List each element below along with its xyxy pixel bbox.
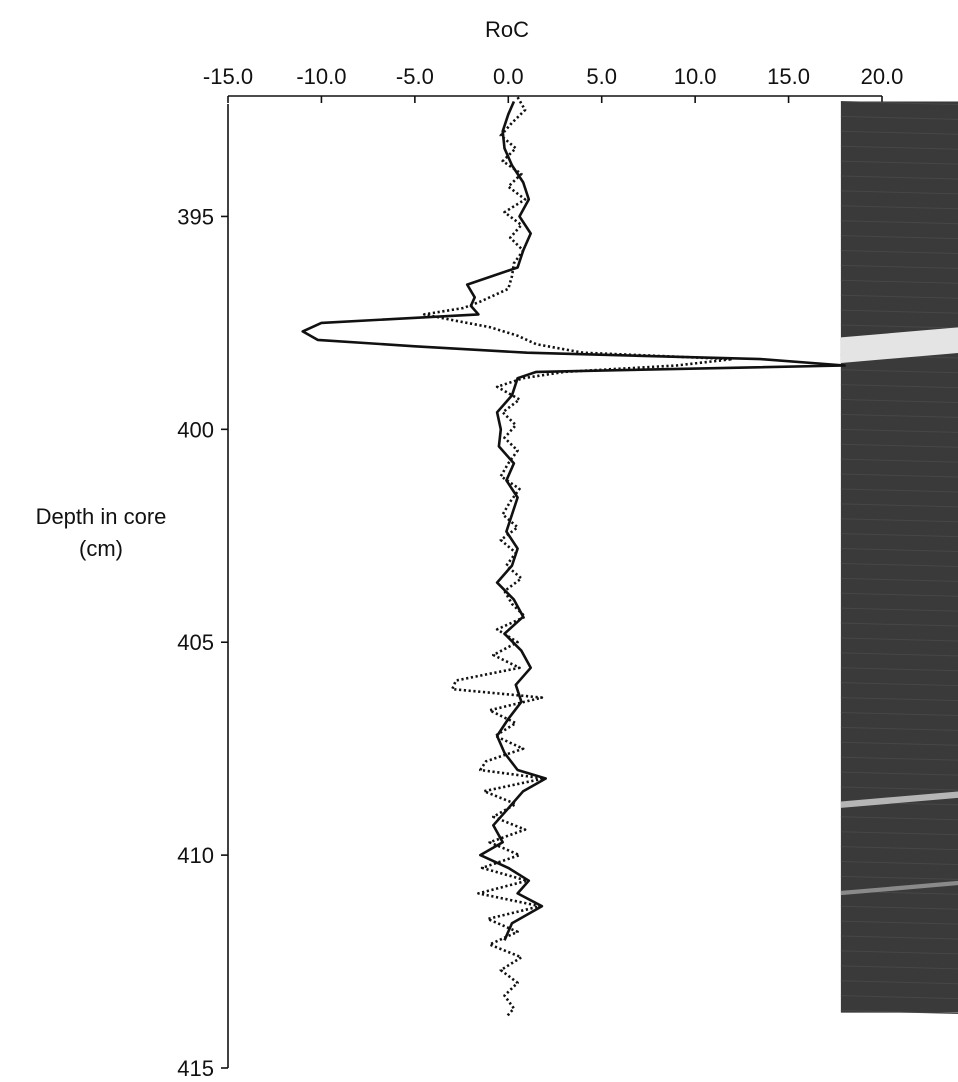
y-axis-ticks: 395 400 405 410 415 [177, 204, 228, 1081]
core-tephra-band [840, 791, 958, 808]
x-tick-label: 10.0 [674, 64, 717, 89]
core-lamina [840, 965, 958, 970]
core-lamina [840, 205, 958, 210]
y-tick-label: 395 [177, 204, 214, 229]
core-lamina [840, 726, 958, 731]
core-lamina [840, 846, 958, 851]
core-lamina [840, 548, 958, 553]
core-lamina [840, 756, 958, 761]
y-tick-label: 400 [177, 417, 214, 442]
core-lamina [840, 250, 958, 255]
core-lamina [840, 771, 958, 776]
core-lamina [840, 458, 958, 463]
core-lamina [840, 473, 958, 478]
core-lamina [840, 995, 958, 1000]
x-tick-label: -10.0 [296, 64, 346, 89]
core-lamina [840, 533, 958, 538]
core-lamina [840, 384, 958, 389]
x-axis-title: RoC [485, 17, 529, 42]
core-lamina [840, 711, 958, 716]
core-lamina [840, 592, 958, 597]
core-lamina [840, 741, 958, 746]
x-tick-label: -5.0 [396, 64, 434, 89]
x-axis-ticks: -15.0 -10.0 -5.0 0.0 5.0 10.0 15.0 20.0 [203, 64, 903, 103]
core-lamina [840, 518, 958, 523]
series-layer [301, 96, 846, 1018]
core-lamina [840, 577, 958, 582]
y-tick-label: 410 [177, 843, 214, 868]
core-lamina [840, 428, 958, 433]
core-image [840, 100, 958, 1015]
core-lamina [840, 279, 958, 284]
core-lamina [840, 130, 958, 135]
core-lamina [840, 160, 958, 165]
core-lamina [840, 443, 958, 448]
core-lamina [840, 175, 958, 180]
core-lamina [840, 637, 958, 642]
x-tick-label: 5.0 [586, 64, 617, 89]
core-lamina [840, 503, 958, 508]
core-lamina [840, 145, 958, 150]
y-tick-label: 415 [177, 1056, 214, 1081]
core-lamina [840, 1010, 958, 1015]
core-lamina [840, 905, 958, 910]
core-lamina [840, 875, 958, 880]
core-lamina [840, 860, 958, 865]
core-lamina [840, 369, 958, 374]
core-lamina [840, 220, 958, 225]
core-lamina [840, 324, 958, 329]
core-lamina [840, 562, 958, 567]
y-tick-label: 405 [177, 630, 214, 655]
core-lamina [840, 488, 958, 493]
core-lamina [840, 920, 958, 925]
core-lamina [840, 100, 958, 105]
core-lamina [840, 667, 958, 672]
core-lamina [840, 980, 958, 985]
core-lamina [840, 309, 958, 314]
core-lamina [840, 399, 958, 404]
series-solid-line [301, 100, 846, 941]
y-axis-title-line1: Depth in core [36, 504, 167, 529]
series-dotted-line [422, 96, 734, 1018]
core-lamina [840, 816, 958, 821]
core-lamina [840, 950, 958, 955]
x-tick-label: -15.0 [203, 64, 253, 89]
core-lamina [840, 264, 958, 269]
core-lamina [840, 935, 958, 940]
core-lamina [840, 831, 958, 836]
core-lamina [840, 413, 958, 418]
core-lamina [840, 682, 958, 687]
core-lamina [840, 622, 958, 627]
core-tephra-band [840, 880, 958, 896]
core-lamina [840, 607, 958, 612]
core-tephra-band [840, 327, 958, 363]
x-tick-label: 0.0 [493, 64, 524, 89]
core-lamina [840, 190, 958, 195]
core-lamina [840, 294, 958, 299]
core-lamina [840, 697, 958, 702]
core-lamina [840, 115, 958, 120]
x-tick-label: 20.0 [861, 64, 904, 89]
core-lamina [840, 652, 958, 657]
y-axis-title-line2: (cm) [79, 536, 123, 561]
core-lamina [840, 786, 958, 791]
x-tick-label: 15.0 [767, 64, 810, 89]
core-lamina [840, 235, 958, 240]
